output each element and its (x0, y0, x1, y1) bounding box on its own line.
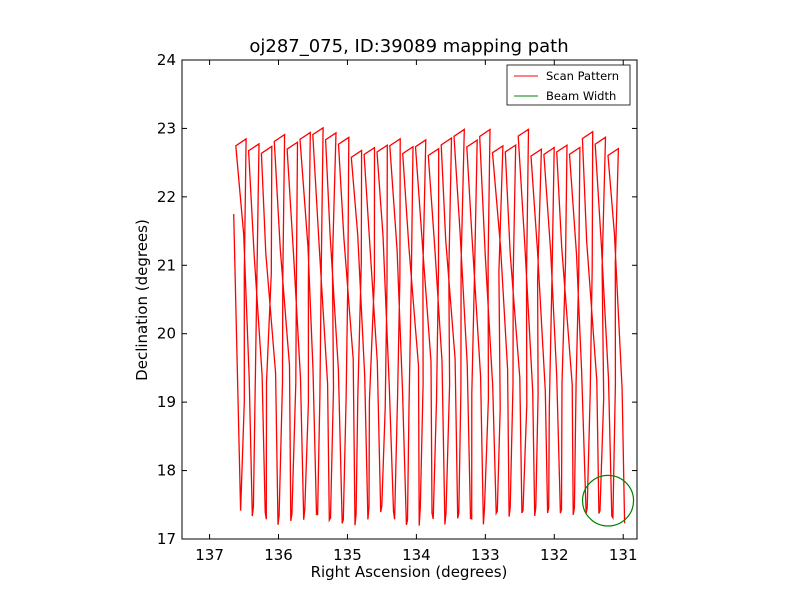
y-tick-label: 20 (157, 325, 176, 343)
plot-frame (181, 59, 638, 540)
y-tick-label: 23 (157, 119, 176, 137)
x-tick-label: 133 (471, 546, 500, 564)
beam-width-circle (581, 474, 635, 527)
legend: Scan Pattern Beam Width (506, 64, 631, 106)
legend-beam-width-label: Beam Width (546, 89, 616, 103)
legend-scan-pattern-label: Scan Pattern (546, 69, 619, 83)
y-tick-label: 17 (157, 530, 176, 548)
y-axis-label: Declination (degrees) (133, 219, 151, 381)
chart-title: oj287_075, ID:39089 mapping path (249, 36, 568, 57)
x-tick-label: 137 (195, 546, 224, 564)
legend-box (506, 64, 631, 106)
x-tick-label: 131 (609, 546, 638, 564)
plot-area: 137 136 135 134 133 132 131 17 18 19 20 21 22 23 24 (157, 51, 638, 564)
scan-pattern-layer (233, 126, 626, 526)
axis-ticks: 137 136 135 134 133 132 131 17 18 19 20 21 22 23 24 (157, 51, 638, 564)
y-tick-label: 22 (157, 188, 176, 206)
x-tick-label: 132 (540, 546, 569, 564)
scan-pattern-line (233, 126, 626, 526)
x-axis-label: Right Ascension (degrees) (311, 563, 508, 581)
x-tick-label: 135 (333, 546, 362, 564)
x-tick-label: 134 (402, 546, 431, 564)
y-tick-label: 18 (157, 462, 176, 480)
y-tick-label: 21 (157, 256, 176, 274)
x-tick-label: 136 (264, 546, 293, 564)
y-tick-label: 19 (157, 393, 176, 411)
beam-width-layer (581, 474, 635, 527)
y-tick-label: 24 (157, 51, 176, 69)
